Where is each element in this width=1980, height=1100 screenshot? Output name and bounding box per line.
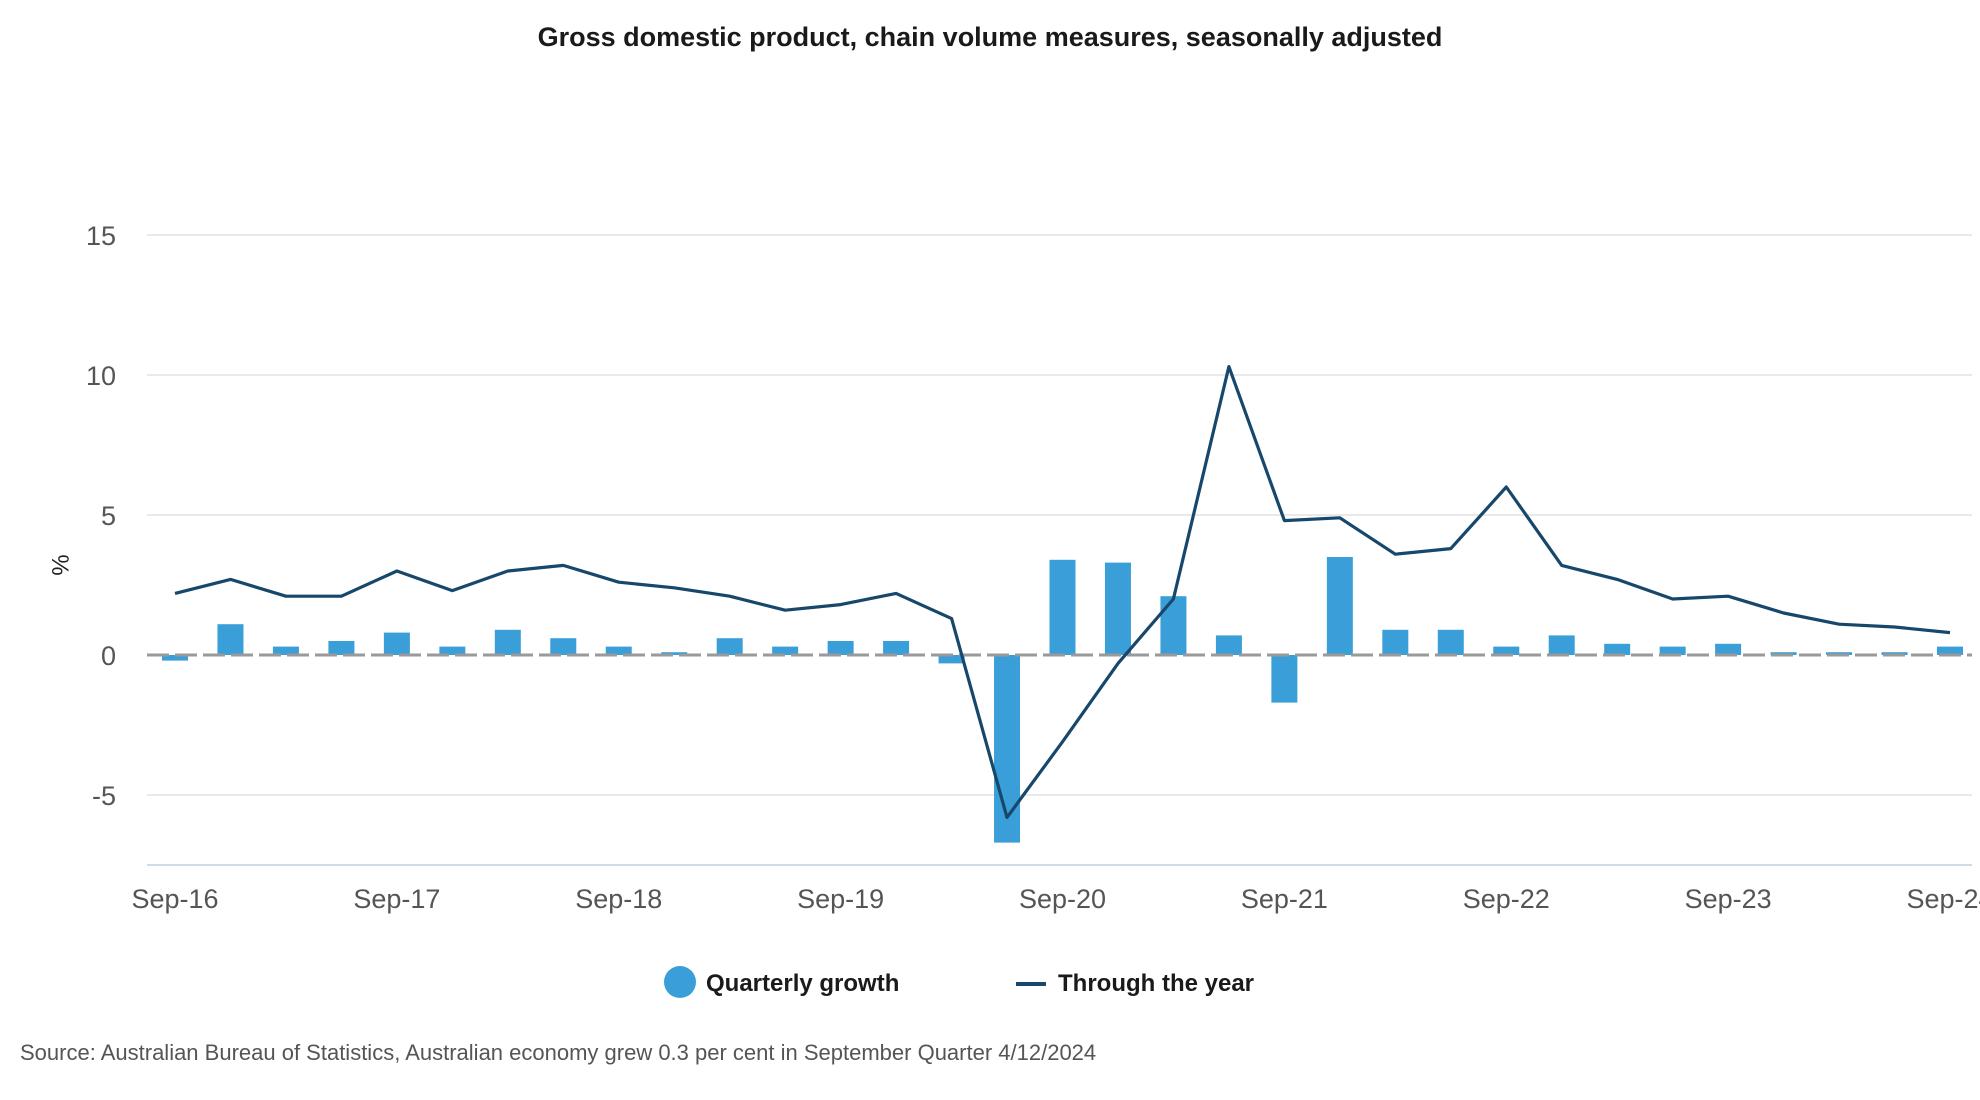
x-tick-label-Sep-18: Sep-18	[575, 884, 662, 914]
y-tick-label-4: -5	[92, 781, 116, 811]
through-the-year-line	[174, 365, 1951, 820]
legend: Quarterly growth Through the year	[664, 966, 1254, 998]
x-tick-label-Sep-22: Sep-22	[1463, 884, 1550, 914]
bar-Jun-17	[328, 641, 355, 655]
source-note: Source: Australian Bureau of Statistics,…	[20, 1040, 1097, 1065]
bar-Sep-22	[1493, 646, 1520, 655]
y-tick-label-3: 0	[101, 641, 116, 671]
bar-Jun-18	[550, 638, 577, 655]
bar-Sep-17	[383, 632, 410, 655]
x-tick-label-Sep-17: Sep-17	[353, 884, 440, 914]
x-axis-ticks: Sep-16 Sep-17 Sep-18 Sep-19 Sep-20 Sep-21 Sep-…	[131, 884, 1980, 914]
legend-label-through-the-year: Through the year	[1058, 970, 1254, 997]
bar-Sep-19	[827, 641, 854, 655]
chart-title: Gross domestic product, chain volume mea…	[537, 22, 1443, 52]
y-tick-label-0: 15	[86, 221, 116, 251]
through-the-year-line-group	[174, 365, 1951, 820]
legend-label-quarterly-growth: Quarterly growth	[706, 970, 899, 997]
x-tick-label-Sep-23: Sep-23	[1685, 884, 1772, 914]
bar-Mar-20	[938, 655, 965, 664]
bar-Sep-18	[605, 646, 632, 655]
bar-Jun-22	[1437, 629, 1464, 655]
bar-Sep-24	[1937, 646, 1963, 655]
bar-Dec-21	[1326, 557, 1353, 655]
bar-Dec-17	[439, 646, 466, 655]
bar-Dec-19	[883, 641, 910, 655]
bar-Sep-23	[1715, 643, 1742, 655]
bar-Mar-21	[1160, 596, 1187, 655]
x-tick-label-Sep-21: Sep-21	[1241, 884, 1328, 914]
y-tick-label-1: 10	[86, 361, 116, 391]
bar-Mar-19	[716, 638, 743, 655]
bar-Mar-23	[1604, 643, 1631, 655]
bar-Sep-21	[1271, 655, 1298, 703]
y-axis-ticks: 15 10 5 0 -5	[86, 221, 116, 811]
legend-swatch-quarterly-growth	[664, 966, 696, 998]
y-axis-label: %	[46, 554, 73, 575]
gridlines	[147, 234, 1972, 796]
bar-Mar-18	[494, 629, 521, 655]
bar-Jun-19	[772, 646, 799, 655]
bar-Dec-16	[217, 624, 244, 655]
bar-Dec-18	[661, 652, 688, 655]
bar-Jun-20	[994, 655, 1021, 843]
bar-Jun-23	[1659, 646, 1686, 655]
x-tick-label-Sep-19: Sep-19	[797, 884, 884, 914]
x-tick-label-Sep-24: Sep-24	[1906, 884, 1980, 914]
bar-Dec-22	[1548, 635, 1575, 655]
x-tick-label-Sep-16: Sep-16	[131, 884, 218, 914]
y-tick-label-2: 5	[101, 501, 116, 531]
bar-Sep-16	[162, 655, 188, 661]
bar-Sep-20	[1049, 559, 1076, 655]
bar-Dec-20	[1104, 562, 1131, 655]
x-tick-label-Sep-20: Sep-20	[1019, 884, 1106, 914]
bar-Mar-22	[1382, 629, 1409, 655]
quarterly-growth-bars	[162, 557, 1963, 843]
bar-Jun-21	[1215, 635, 1242, 655]
bar-Mar-17	[272, 646, 299, 655]
